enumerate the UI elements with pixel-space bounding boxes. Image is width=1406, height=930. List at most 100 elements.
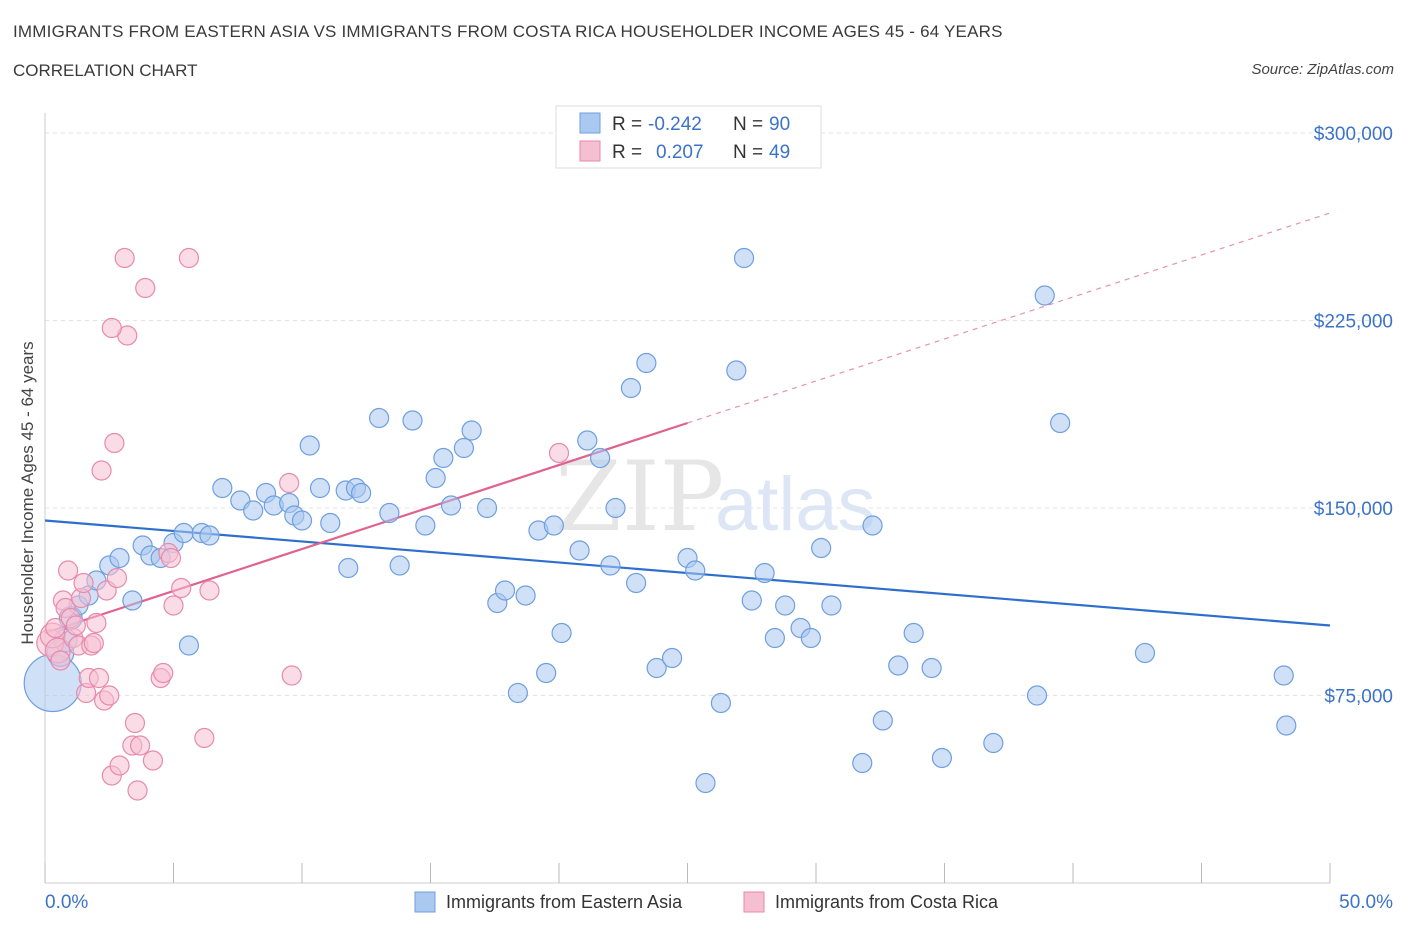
data-point-eastern-asia [821, 595, 842, 616]
data-point-eastern-asia [299, 435, 320, 456]
data-point-eastern-asia [109, 547, 130, 569]
data-point-eastern-asia [1276, 715, 1297, 736]
stats-legend-r-label-blue: R = [612, 114, 642, 135]
data-point-eastern-asia [577, 430, 598, 451]
data-point-eastern-asia [494, 580, 516, 601]
data-point-costa-rica [73, 572, 94, 594]
data-point-eastern-asia [173, 522, 194, 544]
data-point-eastern-asia [695, 772, 716, 794]
stats-legend-n-value-pink: 49 [769, 142, 790, 163]
x-tick-labels: 0.0% 50.0% [45, 892, 1393, 913]
data-point-eastern-asia [476, 497, 498, 519]
data-point-eastern-asia [461, 420, 482, 441]
stats-legend-r-value-pink: 0.207 [656, 142, 704, 163]
data-point-eastern-asia [862, 515, 883, 536]
data-point-eastern-asia [433, 447, 454, 469]
data-point-eastern-asia [661, 647, 683, 669]
data-point-eastern-asia [320, 512, 341, 534]
data-point-costa-rica [129, 735, 151, 756]
data-point-eastern-asia [1034, 285, 1055, 306]
data-point-costa-rica [281, 665, 302, 686]
data-point-eastern-asia [590, 447, 611, 469]
data-point-eastern-asia [425, 467, 446, 489]
data-point-costa-rica [163, 595, 184, 616]
data-point-eastern-asia [440, 495, 462, 516]
source-label: Source: ZipAtlas.com [1251, 61, 1394, 78]
data-point-eastern-asia [536, 662, 557, 684]
data-point-eastern-asia [338, 557, 359, 579]
data-point-eastern-asia [620, 377, 642, 399]
data-point-costa-rica [109, 755, 130, 776]
data-point-eastern-asia [811, 537, 832, 559]
stats-legend-blue-swatch [579, 112, 601, 134]
data-point-eastern-asia [600, 555, 621, 576]
data-point-eastern-asia [309, 477, 331, 499]
data-point-costa-rica [199, 580, 220, 601]
data-point-eastern-asia [379, 502, 400, 524]
data-point-costa-rica [135, 277, 156, 299]
axes [44, 113, 1331, 884]
data-point-eastern-asia [888, 655, 909, 676]
y-tick-label: $225,000 [1314, 312, 1393, 333]
data-point-costa-rica [83, 632, 104, 654]
data-point-eastern-asia [1273, 665, 1294, 686]
data-point-costa-rica [279, 472, 300, 494]
data-point-eastern-asia [389, 555, 410, 576]
data-point-eastern-asia [543, 515, 564, 536]
series-eastern-asia [23, 247, 1297, 794]
data-point-costa-rica [45, 617, 66, 639]
legend-swatch-costa-rica [743, 891, 765, 913]
series-costa-rica [36, 247, 570, 801]
data-point-eastern-asia [685, 560, 706, 581]
data-point-eastern-asia [775, 595, 796, 616]
data-point-costa-rica [88, 667, 110, 689]
y-tick-label: $75,000 [1324, 687, 1393, 708]
data-point-costa-rica [124, 712, 146, 734]
data-point-eastern-asia [415, 515, 436, 536]
chart-subtitle: CORRELATION CHART [13, 61, 198, 80]
x-tick-label-min: 0.0% [45, 892, 88, 913]
data-point-eastern-asia [931, 747, 953, 769]
data-point-eastern-asia [605, 497, 626, 519]
stats-legend-n-label-pink: N = [733, 142, 763, 163]
data-point-eastern-asia [453, 437, 475, 459]
data-point-eastern-asia [199, 525, 220, 546]
data-point-costa-rica [548, 442, 570, 464]
gridlines [45, 132, 1390, 696]
stats-legend: R = -0.242 N = 90 R = 0.207 N = 49 [555, 105, 822, 169]
data-point-eastern-asia [646, 657, 667, 679]
data-point-costa-rica [99, 685, 120, 706]
data-point-costa-rica [178, 247, 200, 269]
stats-legend-r-value-blue: -0.242 [648, 114, 702, 135]
data-point-costa-rica [194, 727, 215, 749]
data-point-eastern-asia [351, 482, 372, 504]
x-tick-label-max: 50.0% [1339, 892, 1393, 913]
data-point-costa-rica [106, 567, 128, 589]
data-point-costa-rica [153, 662, 174, 684]
data-point-eastern-asia [1026, 685, 1048, 706]
data-point-costa-rica [58, 560, 79, 581]
data-point-eastern-asia [903, 622, 924, 644]
data-point-eastern-asia [754, 562, 775, 584]
data-point-costa-rica [101, 317, 122, 339]
data-point-eastern-asia [1050, 412, 1071, 434]
data-point-costa-rica [91, 460, 112, 481]
stats-legend-pink-swatch [579, 140, 601, 162]
watermark-atlas: atlas [715, 462, 876, 547]
legend-label-eastern-asia: Immigrants from Eastern Asia [446, 892, 683, 912]
data-point-eastern-asia [983, 732, 1004, 754]
data-point-costa-rica [171, 577, 192, 599]
data-point-costa-rica [86, 612, 107, 634]
data-point-eastern-asia [741, 590, 762, 611]
data-point-eastern-asia [764, 627, 785, 649]
y-tick-label: $300,000 [1314, 124, 1393, 145]
stats-legend-n-label-blue: N = [733, 114, 763, 135]
data-point-eastern-asia [872, 710, 893, 731]
data-point-costa-rica [50, 650, 71, 671]
data-point-eastern-asia [636, 352, 657, 374]
stats-legend-n-value-blue: 90 [769, 114, 790, 135]
data-point-eastern-asia [291, 510, 313, 531]
legend-label-costa-rica: Immigrants from Costa Rica [775, 892, 999, 912]
data-point-eastern-asia [625, 572, 647, 594]
